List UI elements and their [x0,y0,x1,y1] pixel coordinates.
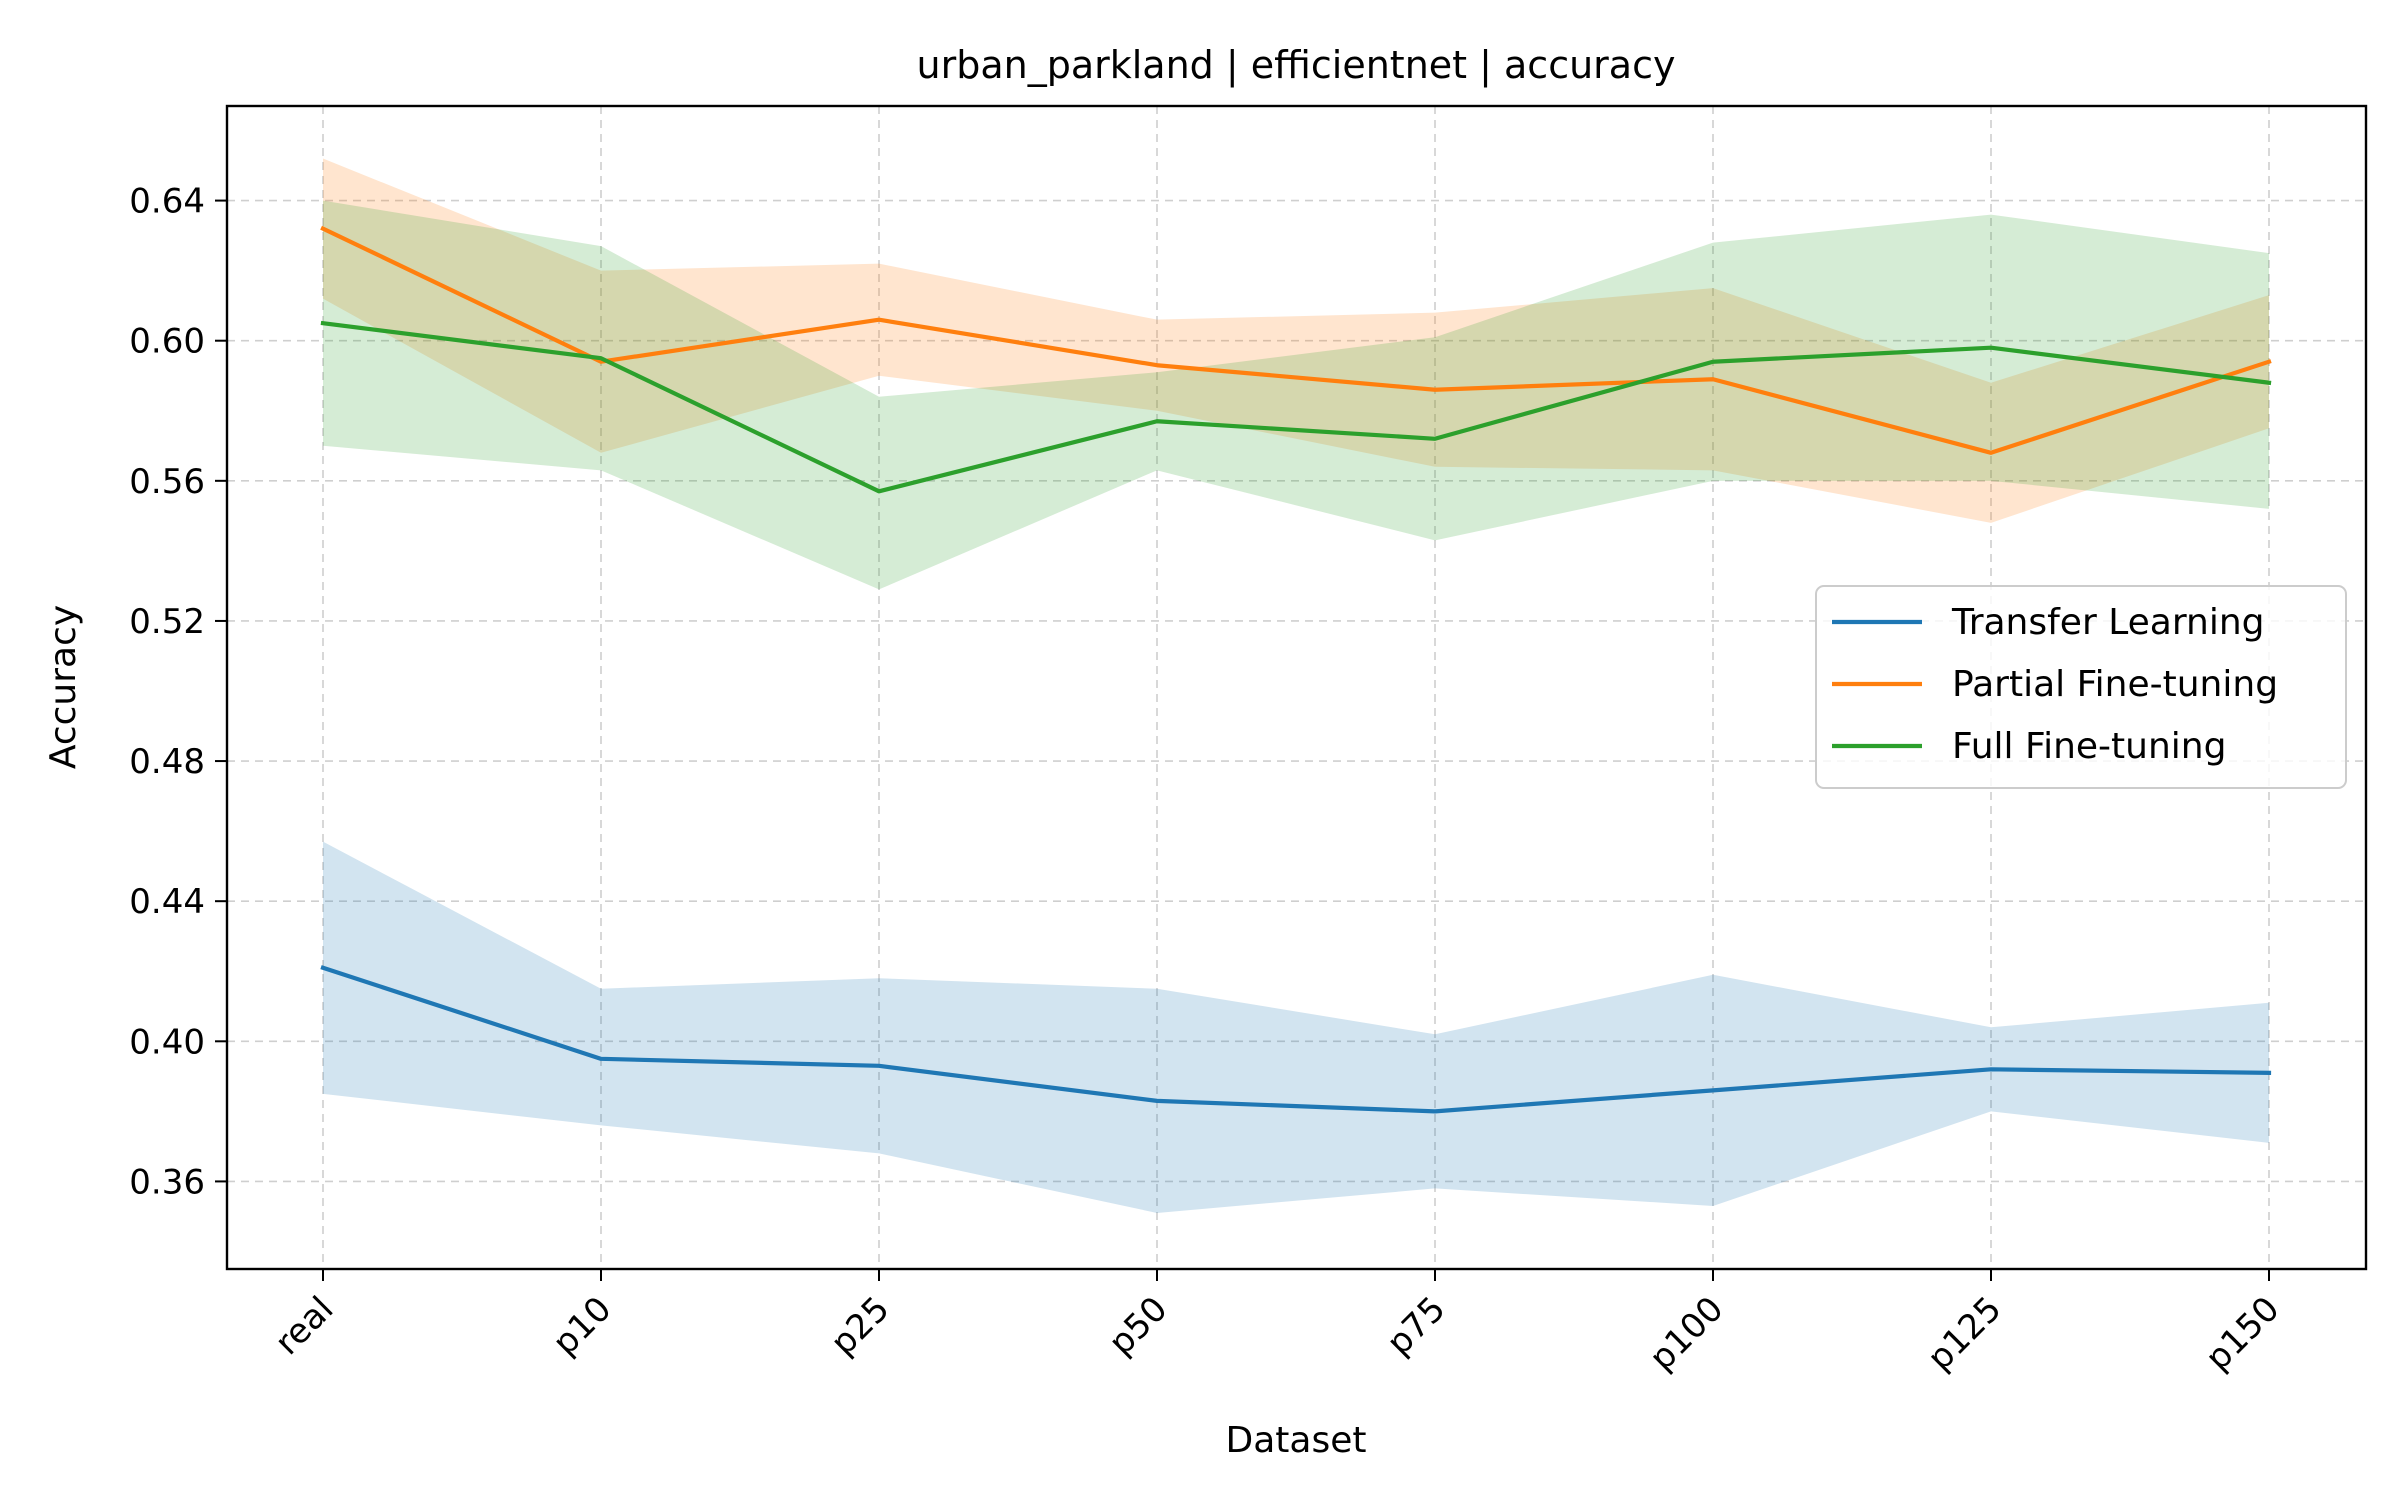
legend-label: Full Fine-tuning [1952,726,2226,767]
y-tick-label: 0.64 [129,182,205,222]
y-axis-ticks: 0.36 0.40 0.44 0.48 0.52 0.56 0.60 0.64 [129,182,227,1202]
x-tick-label: p75 [1379,1289,1453,1363]
chart-title: urban_parkland | efficientnet | accuracy [917,43,1676,88]
y-tick-label: 0.36 [129,1162,205,1202]
x-tick-label: p100 [1642,1289,1731,1378]
y-tick-label: 0.60 [129,322,205,362]
x-tick-label: p125 [1920,1289,2009,1378]
y-tick-label: 0.40 [129,1022,205,1062]
legend: Transfer Learning Partial Fine-tuning Full… [1815,585,2347,789]
x-axis-label: Dataset [1226,1420,1367,1461]
y-tick-label: 0.44 [129,882,205,922]
confidence-band [323,200,2269,590]
series-line [320,225,2272,455]
y-axis-label: Accuracy [43,605,84,769]
series-line [320,320,2272,494]
confidence-band [323,158,2269,523]
series-line [320,965,2272,1114]
legend-frame [1815,585,2347,789]
legend-label: Partial Fine-tuning [1952,664,2278,705]
legend-label: Transfer Learning [1951,602,2265,643]
x-tick-label: p150 [2198,1289,2287,1378]
x-axis-ticks: real p10 p25 p50 p75 p100 p125 p150 [268,1269,2287,1379]
confidence-band [323,841,2269,1213]
y-tick-label: 0.52 [129,602,205,642]
x-tick-label: p10 [545,1289,619,1363]
confidence-bands [323,158,2269,1213]
x-tick-label: real [268,1289,342,1363]
y-tick-label: 0.48 [129,742,205,782]
x-tick-label: p25 [823,1289,897,1363]
y-tick-label: 0.56 [129,462,205,502]
series-lines [320,225,2272,1114]
x-tick-label: p50 [1101,1289,1175,1363]
plot-frame [225,104,2368,1271]
